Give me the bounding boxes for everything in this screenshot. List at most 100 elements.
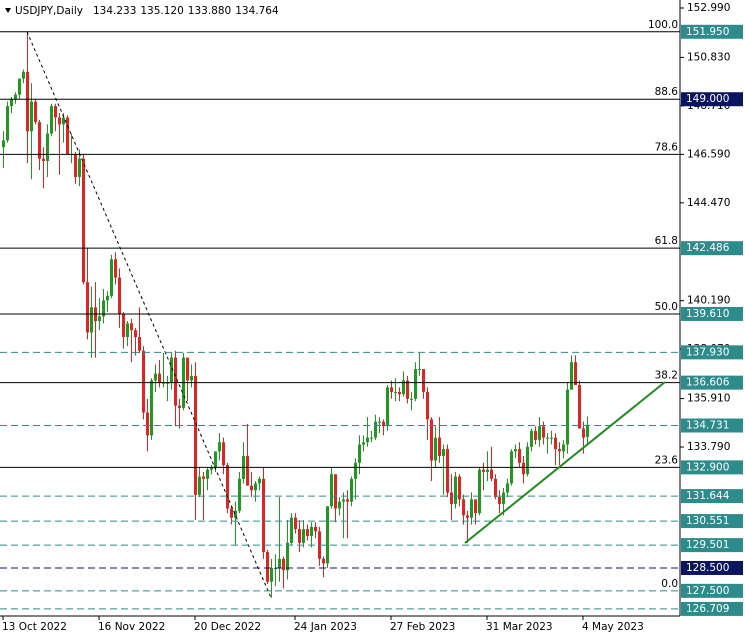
x-tick-label: 24 Jan 2023 bbox=[294, 621, 357, 633]
candle-body bbox=[530, 430, 533, 447]
candle-body bbox=[466, 515, 469, 518]
candle-body bbox=[430, 419, 433, 461]
candle-body bbox=[338, 501, 341, 509]
candle-body bbox=[558, 449, 561, 452]
candle-body bbox=[18, 78, 21, 95]
candle-body bbox=[330, 474, 333, 507]
price-box bbox=[681, 418, 743, 433]
candle-body bbox=[154, 373, 157, 381]
price-box bbox=[681, 601, 743, 616]
y-tick-label: 144.470 bbox=[687, 197, 730, 209]
candle-body bbox=[386, 387, 389, 427]
candle-body bbox=[190, 375, 193, 381]
candle-body bbox=[450, 492, 453, 504]
candle-body bbox=[398, 391, 401, 395]
candle-body bbox=[490, 469, 493, 479]
candle-body bbox=[110, 259, 113, 296]
price-box-label: 129.501 bbox=[686, 539, 729, 551]
candle-body bbox=[354, 462, 357, 479]
price-box-label: 127.500 bbox=[686, 585, 729, 597]
candle-body bbox=[226, 465, 229, 509]
candle-body bbox=[554, 437, 557, 450]
candle-body bbox=[22, 71, 25, 79]
candle-body bbox=[566, 389, 569, 445]
candle-body bbox=[254, 483, 257, 491]
candle-body bbox=[298, 529, 301, 543]
candle-body bbox=[438, 437, 441, 456]
candle-body bbox=[174, 357, 177, 406]
price-box-label: 126.709 bbox=[686, 603, 729, 615]
candle-body bbox=[394, 391, 397, 393]
candle-body bbox=[234, 510, 237, 518]
candle-body bbox=[334, 474, 337, 509]
fib-label: 61.8 bbox=[655, 235, 678, 247]
candle-body bbox=[582, 428, 585, 438]
candle-body bbox=[446, 449, 449, 493]
price-box bbox=[681, 489, 743, 504]
price-box-label: 137.930 bbox=[686, 346, 729, 358]
candle-body bbox=[158, 373, 161, 383]
candle-body bbox=[230, 508, 233, 518]
candle-body bbox=[302, 529, 305, 543]
candle-body bbox=[150, 380, 153, 436]
candle-body bbox=[294, 517, 297, 530]
candle-body bbox=[210, 467, 213, 470]
candle-body bbox=[310, 526, 313, 536]
candle-body bbox=[422, 369, 425, 392]
candle-body bbox=[370, 437, 373, 439]
price-box bbox=[681, 24, 743, 39]
candle-body bbox=[82, 158, 85, 283]
low-value: 133.880 bbox=[188, 5, 231, 17]
candle-body bbox=[38, 122, 41, 159]
candle-body bbox=[434, 437, 437, 461]
high-value: 135.120 bbox=[140, 5, 183, 17]
x-tick-label: 4 May 2023 bbox=[582, 621, 644, 633]
fib-label: 78.6 bbox=[655, 141, 679, 153]
candle-body bbox=[34, 101, 37, 123]
price-box bbox=[681, 241, 743, 256]
candle-body bbox=[102, 300, 105, 317]
price-box-label: 128.500 bbox=[686, 562, 729, 574]
candle-body bbox=[358, 444, 361, 463]
fib-label: 38.2 bbox=[655, 370, 678, 382]
candle-body bbox=[518, 449, 521, 463]
candle-body bbox=[474, 499, 477, 514]
candle-body bbox=[406, 380, 409, 399]
fib-label: 50.0 bbox=[655, 301, 678, 313]
candle-body bbox=[26, 71, 29, 132]
symbol: USDJPY,Daily bbox=[15, 5, 83, 17]
price-box bbox=[681, 92, 743, 107]
candle-body bbox=[350, 478, 353, 502]
candle-body bbox=[62, 117, 65, 125]
menu-triangle[interactable] bbox=[5, 8, 11, 13]
price-box bbox=[681, 460, 743, 475]
y-tick-label: 133.790 bbox=[687, 441, 730, 453]
price-box-label: 151.950 bbox=[686, 26, 729, 38]
candle-body bbox=[346, 499, 349, 502]
candle-body bbox=[138, 337, 141, 351]
candle-body bbox=[526, 446, 529, 475]
candle-body bbox=[442, 449, 445, 456]
candle-body bbox=[98, 316, 101, 322]
x-tick-label: 13 Oct 2022 bbox=[2, 621, 67, 633]
open-value: 134.233 bbox=[93, 5, 136, 17]
candle-body bbox=[522, 462, 525, 475]
candle-body bbox=[290, 517, 293, 543]
candle-body bbox=[262, 478, 265, 552]
candle-body bbox=[222, 442, 225, 466]
candle-body bbox=[414, 369, 417, 399]
price-box bbox=[681, 538, 743, 553]
price-box-label: 130.551 bbox=[686, 515, 729, 527]
candle-body bbox=[54, 106, 57, 118]
candle-body bbox=[410, 398, 413, 400]
price-box-label: 149.000 bbox=[686, 93, 729, 105]
candle-body bbox=[134, 330, 137, 338]
price-box-label: 134.731 bbox=[686, 420, 729, 432]
candle-body bbox=[74, 154, 77, 177]
plot-area: 100.0 88.6 78.6 61.8 50.0 38.2 23.6 0.0 bbox=[0, 19, 680, 610]
price-box bbox=[681, 514, 743, 529]
candle-body bbox=[42, 158, 45, 161]
price-box bbox=[681, 583, 743, 598]
